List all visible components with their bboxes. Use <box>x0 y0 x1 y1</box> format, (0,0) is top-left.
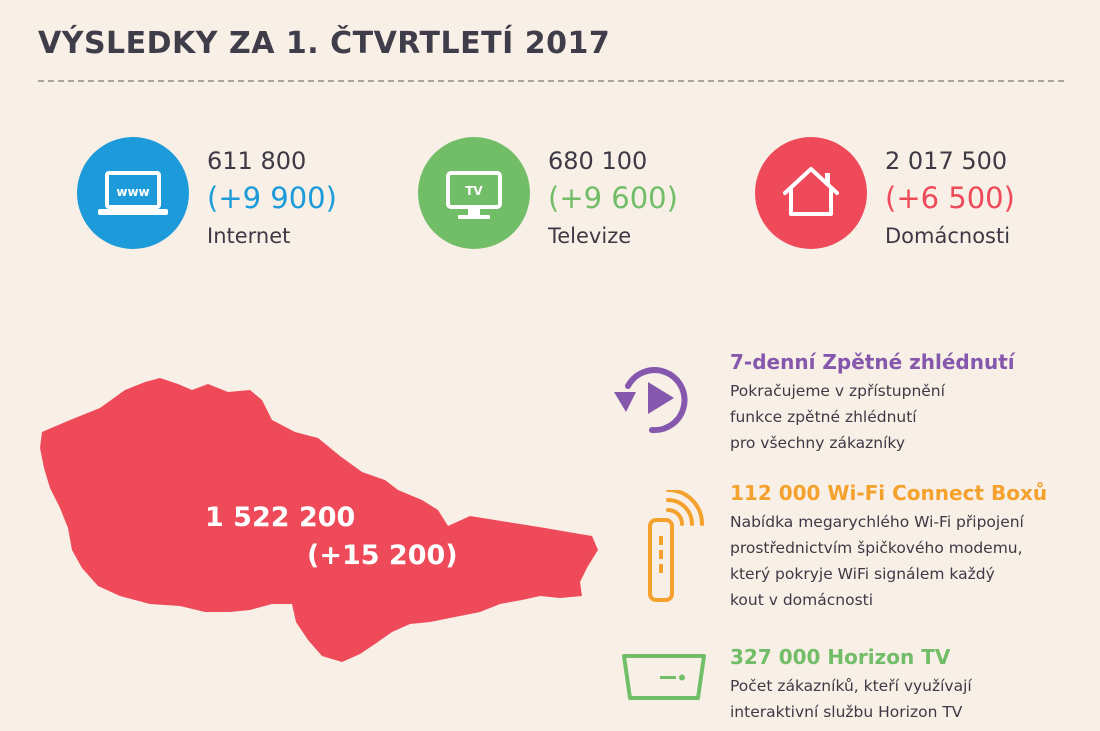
laptop-www-icon: www <box>77 137 189 249</box>
www-text: www <box>116 185 149 199</box>
feature-wifi-text: Nabídka megarychlého Wi-Fi připojení pro… <box>730 509 1024 613</box>
set-top-box-icon <box>622 654 706 700</box>
feature-replay-title: 7-denní Zpětné zhlédnutí <box>730 350 1015 374</box>
feature-text-line: kout v domácnosti <box>730 591 874 609</box>
map-delta: (+15 200) <box>307 540 458 571</box>
house-icon <box>755 137 867 249</box>
tv-icon: TV <box>418 137 530 249</box>
homes-count: 2 017 500 <box>885 147 1008 175</box>
feature-text-line: Nabídka megarychlého Wi-Fi připojení <box>730 513 1024 531</box>
internet-label: Internet <box>207 224 291 248</box>
feature-replay-text: Pokračujeme v zpřístupnění funkce zpětné… <box>730 378 945 456</box>
feature-wifi-title: 112 000 Wi-Fi Connect Boxů <box>730 481 1048 505</box>
wifi-modem-icon <box>648 490 704 602</box>
tv-count: 680 100 <box>548 147 648 175</box>
feature-horizon-title: 327 000 Horizon TV <box>730 645 951 669</box>
homes-label: Domácnosti <box>885 224 1011 248</box>
internet-delta: (+9 900) <box>207 181 337 215</box>
feature-text-line: Pokračujeme v zpřístupnění <box>730 382 945 400</box>
tv-delta: (+9 600) <box>548 181 678 215</box>
tv-text: TV <box>465 184 483 198</box>
title-divider <box>38 80 1064 82</box>
feature-text-line: pro všechny zákazníky <box>730 434 906 452</box>
feature-text-line: Počet zákazníků, kteří využívají <box>730 677 972 695</box>
map-total: 1 522 200 <box>205 502 356 533</box>
feature-text-line: který pokryje WiFi signálem každý <box>730 565 995 583</box>
czech-slovak-map <box>40 378 598 662</box>
page-title: VÝSLEDKY ZA 1. ČTVRTLETÍ 2017 <box>38 26 611 61</box>
tv-label: Televize <box>548 224 632 248</box>
feature-text-line: interaktivní službu Horizon TV <box>730 703 963 721</box>
feature-horizon-text: Počet zákazníků, kteří využívají interak… <box>730 673 972 725</box>
feature-text-line: prostřednictvím špičkového modemu, <box>730 539 1023 557</box>
internet-count: 611 800 <box>207 147 307 175</box>
feature-text-line: funkce zpětné zhlédnutí <box>730 408 917 426</box>
homes-delta: (+6 500) <box>885 181 1015 215</box>
replay-icon <box>614 367 688 434</box>
